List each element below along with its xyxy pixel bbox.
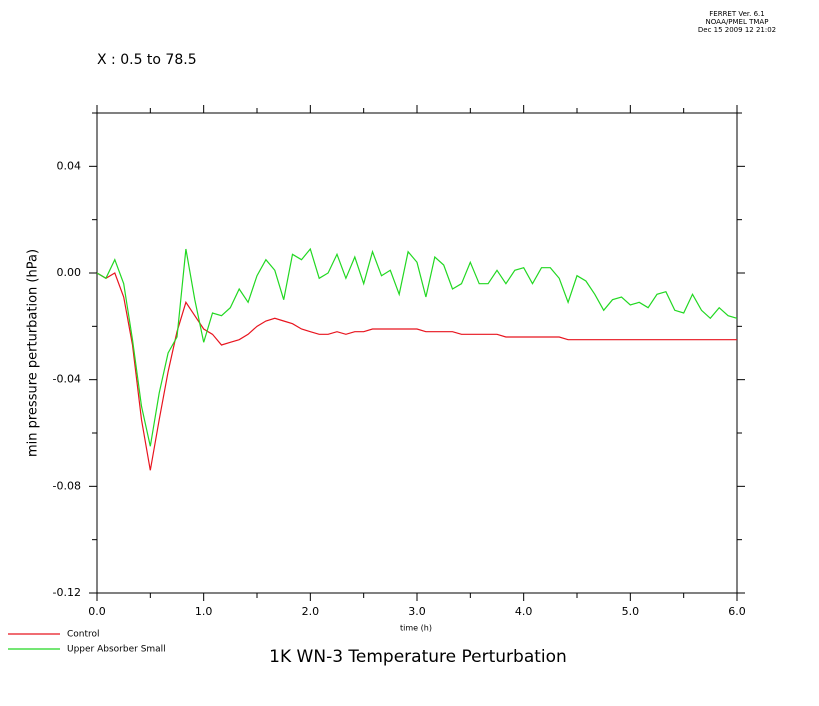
header-line: NOAA/PMEL TMAP: [706, 18, 769, 26]
y-tick-label: -0.04: [53, 373, 81, 386]
legend-label: Upper Absorber Small: [67, 645, 166, 655]
x-tick-label: 0.0: [88, 605, 106, 618]
header-line: FERRET Ver. 6.1: [709, 10, 764, 18]
x-axis-label: time (h): [400, 624, 432, 633]
x-tick-label: 3.0: [408, 605, 426, 618]
x-tick-label: 2.0: [302, 605, 320, 618]
data-line: [96, 272, 737, 471]
y-tick-label: 0.00: [57, 266, 82, 279]
chart-subtitle: X : 0.5 to 78.5: [97, 52, 197, 68]
x-tick-label: 5.0: [622, 605, 640, 618]
x-tick-label: 1.0: [195, 605, 213, 618]
y-axis-label: min pressure perturbation (hPa): [26, 249, 41, 457]
y-tick-label: -0.08: [53, 479, 81, 492]
x-tick-label: 6.0: [728, 605, 746, 618]
data-line: [96, 247, 738, 447]
y-tick-label: 0.04: [57, 159, 82, 172]
chart-title: 1K WN-3 Temperature Perturbation: [269, 647, 567, 667]
x-tick-label: 4.0: [515, 605, 533, 618]
legend-label: Control: [67, 630, 100, 640]
y-tick-label: -0.12: [53, 586, 81, 599]
header-line: Dec 15 2009 12 21:02: [698, 26, 776, 34]
plot-frame: [96, 112, 738, 594]
